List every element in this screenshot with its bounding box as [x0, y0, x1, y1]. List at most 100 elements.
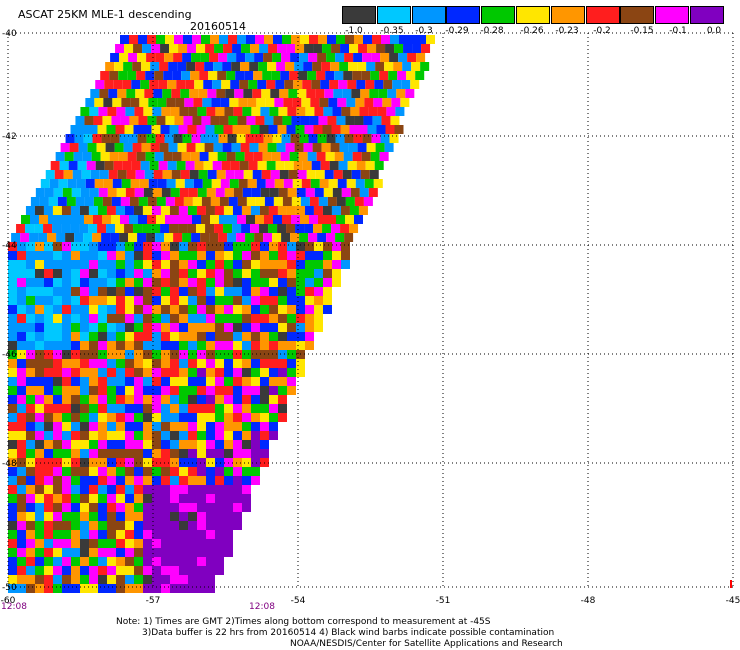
swath-cell — [98, 440, 107, 449]
swath-cell — [157, 179, 167, 188]
swath-cell — [390, 35, 399, 44]
swath-cell — [127, 71, 137, 80]
swath-cell — [170, 251, 179, 260]
swath-cell — [206, 512, 215, 521]
swath-cell — [8, 422, 17, 431]
swath-cell — [185, 161, 195, 170]
swath-cell — [242, 188, 252, 197]
swath-cell — [44, 386, 53, 395]
swath-cell — [26, 476, 35, 485]
swath-cell — [305, 188, 315, 197]
swath-cell — [143, 458, 152, 467]
swath-cell — [44, 296, 53, 305]
swath-cell — [224, 296, 233, 305]
swath-cell — [116, 413, 125, 422]
swath-cell — [188, 332, 197, 341]
swath-cell — [233, 314, 242, 323]
swath-cell — [215, 278, 224, 287]
swath-cell — [206, 341, 215, 350]
swath-cell — [35, 440, 44, 449]
swath-cell — [305, 260, 314, 269]
swath-cell — [197, 386, 206, 395]
colorbar-swatch — [690, 6, 724, 24]
swath-cell — [161, 512, 170, 521]
swath-cell — [98, 188, 108, 197]
swath-cell — [196, 224, 206, 233]
swath-cell — [44, 404, 53, 413]
swath-cell — [35, 359, 44, 368]
colorbar-swatch — [655, 6, 690, 24]
swath-cell — [179, 332, 188, 341]
swath-cell — [17, 503, 26, 512]
swath-cell — [35, 575, 44, 584]
swath-cell — [89, 296, 98, 305]
swath-cell — [53, 341, 62, 350]
swath-cell — [150, 143, 160, 152]
swath-cell — [224, 341, 233, 350]
swath-cell — [370, 71, 380, 80]
swath-cell — [243, 89, 253, 98]
swath-cell — [17, 395, 26, 404]
swath-cell — [35, 413, 44, 422]
swath-cell — [62, 485, 71, 494]
swath-cell — [242, 260, 251, 269]
swath-cell — [421, 44, 431, 53]
swath-cell — [197, 548, 206, 557]
swath-cell — [192, 116, 202, 125]
swath-cell — [281, 134, 291, 143]
swath-cell — [307, 152, 317, 161]
swath-cell — [179, 512, 188, 521]
swath-cell — [101, 134, 111, 143]
swath-cell — [373, 98, 383, 107]
swath-cell — [34, 206, 44, 215]
swath-cell — [125, 575, 134, 584]
swath-cell — [53, 323, 62, 332]
swath-cell — [107, 476, 116, 485]
swath-cell — [366, 143, 376, 152]
swath-cell — [198, 89, 208, 98]
swath-cell — [224, 251, 233, 260]
swath-cell — [323, 242, 332, 251]
swath-cell — [107, 107, 117, 116]
swath-cell — [17, 494, 26, 503]
swath-cell — [197, 584, 206, 593]
swath-cell — [227, 134, 237, 143]
swath-cell — [53, 359, 62, 368]
swath-cell — [280, 71, 290, 80]
swath-cell — [161, 305, 170, 314]
swath-cell — [135, 170, 145, 179]
swath-cell — [188, 521, 197, 530]
swath-cell — [368, 188, 378, 197]
swath-cell — [363, 197, 373, 206]
swath-cell — [35, 242, 44, 251]
swath-cell — [134, 476, 143, 485]
swath-cell — [53, 332, 62, 341]
swath-cell — [139, 98, 149, 107]
swath-cell — [116, 584, 125, 593]
swath-cell — [179, 530, 188, 539]
swath-cell — [16, 224, 26, 233]
swath-cell — [319, 179, 329, 188]
swath-cell — [241, 125, 251, 134]
swath-cell — [206, 485, 215, 494]
swath-cell — [98, 107, 108, 116]
swath-cell — [323, 251, 332, 260]
swath-cell — [107, 269, 116, 278]
swath-cell — [296, 278, 305, 287]
swath-cell — [187, 224, 197, 233]
swath-cell — [170, 476, 179, 485]
swath-cell — [250, 224, 260, 233]
swath-cell — [89, 539, 98, 548]
swath-cell — [334, 152, 344, 161]
swath-cell — [73, 152, 83, 161]
swath-cell — [162, 170, 172, 179]
swath-cell — [230, 80, 240, 89]
swath-cell — [311, 161, 321, 170]
swath-cell — [224, 377, 233, 386]
swath-cell — [242, 350, 251, 359]
swath-cell — [89, 287, 98, 296]
swath-cell — [53, 431, 62, 440]
swath-cell — [331, 224, 341, 233]
colorbar-swatch — [411, 6, 446, 24]
swath-cell — [242, 251, 251, 260]
